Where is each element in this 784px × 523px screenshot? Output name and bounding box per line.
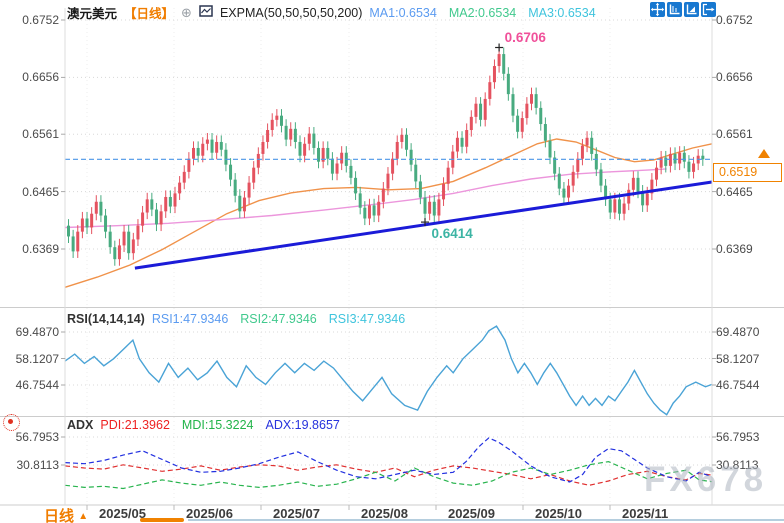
- move-right-icon[interactable]: [701, 2, 716, 17]
- rsi-value: RSI1:47.9346: [151, 312, 229, 326]
- adx-axis-label: 56.7953: [15, 430, 59, 444]
- low-annotation: 0.6414: [431, 226, 473, 242]
- x-axis-month-label: 2025/05: [99, 506, 146, 521]
- adx-values: PDI:21.3962 MDI:15.3224 ADX:19.8657: [100, 418, 339, 432]
- price-axis-label: 0.6656: [22, 70, 59, 85]
- watermark: FX678: [644, 460, 768, 499]
- indicator-chart-icon: [199, 5, 213, 20]
- scrollbar-track: [188, 519, 784, 521]
- rsi-values: RSI1:47.9346 RSI2:47.9346 RSI3:47.9346: [152, 312, 405, 326]
- price-axis-label: 0.6369: [22, 241, 59, 256]
- adx-value: PDI:21.3962: [100, 418, 170, 432]
- x-axis-month-label: 2025/11: [622, 506, 669, 521]
- x-axis-month-label: 2025/09: [448, 506, 495, 521]
- x-axis-month-label: 2025/10: [535, 506, 582, 521]
- rsi-value: RSI3:47.9346: [328, 312, 406, 326]
- price-axis-label: 0.6561: [22, 127, 59, 142]
- rsi-axis-label: 69.4870: [716, 325, 760, 339]
- ma-value: MA1:0.6534: [369, 5, 437, 20]
- indicator-settings-icon[interactable]: [3, 414, 20, 431]
- rsi-axis-label: 46.7544: [716, 378, 760, 392]
- ma-value: MA2:0.6534: [448, 5, 517, 20]
- price-axis-label: 0.6369: [716, 241, 753, 256]
- x-axis-month-label: 2025/06: [186, 506, 233, 521]
- adx-axis-label: 56.7953: [716, 430, 760, 444]
- rsi-axis-label: 46.7544: [15, 378, 59, 392]
- axis-scale-icon[interactable]: [684, 2, 699, 17]
- ma-value: MA3:0.6534: [528, 5, 596, 20]
- adx-value: MDI:15.3224: [181, 418, 254, 432]
- scrollbar-thumb[interactable]: [140, 518, 184, 522]
- period-arrow-icon: ▲: [78, 511, 89, 522]
- price-axis-label: 0.6752: [716, 13, 753, 27]
- x-axis-month-label: 2025/07: [273, 506, 320, 521]
- price-up-arrow-icon: [758, 149, 770, 158]
- axis-range-icon[interactable]: [667, 2, 682, 17]
- timeframe-tag: 【日线】: [124, 7, 175, 21]
- adx-header: ADX PDI:21.3962 MDI:15.3224 ADX:19.8657: [67, 418, 340, 432]
- price-axis-label: 0.6752: [22, 13, 59, 27]
- rsi-title: RSI(14,14,14): [67, 312, 145, 326]
- rsi-axis-label: 58.1207: [716, 351, 760, 366]
- x-axis-month-label: 2025/08: [361, 506, 408, 521]
- price-axis-label: 0.6561: [716, 127, 753, 142]
- current-price-badge: 0.6519: [713, 163, 782, 182]
- period-selector[interactable]: 日线 ▲: [44, 505, 88, 523]
- adx-value: ADX:19.8657: [265, 418, 340, 432]
- ma-values: MA1:0.6534 MA2:0.6534 MA3:0.6534: [369, 6, 595, 20]
- adx-title: ADX: [67, 418, 94, 432]
- add-indicator-icon[interactable]: ⊕: [181, 4, 192, 20]
- rsi-header: RSI(14,14,14) RSI1:47.9346 RSI2:47.9346 RS…: [67, 312, 405, 326]
- price-axis-label: 0.6656: [716, 70, 753, 85]
- rsi-axis-label: 58.1207: [15, 351, 59, 366]
- chart-toolbar: [650, 2, 716, 17]
- symbol-name: 澳元美元: [67, 7, 118, 21]
- adx-axis-label: 30.8113: [16, 458, 60, 472]
- rsi-axis-label: 69.4870: [15, 325, 59, 339]
- pan-tool-icon[interactable]: [650, 2, 665, 17]
- rsi-value: RSI2:47.9346: [240, 312, 317, 326]
- price-axis-label: 0.6465: [22, 184, 59, 199]
- adx-axis-label: 30.8113: [716, 458, 759, 472]
- indicator-label: EXPMA(50,50,50,50,200): [219, 5, 363, 20]
- high-annotation: 0.6706: [504, 29, 546, 45]
- main-chart-header: 澳元美元 【日线】 ⊕ EXPMA(50,50,50,50,200) MA1:0…: [67, 3, 596, 22]
- period-label: 日线: [44, 508, 75, 523]
- price-axis-label: 0.6465: [716, 184, 753, 199]
